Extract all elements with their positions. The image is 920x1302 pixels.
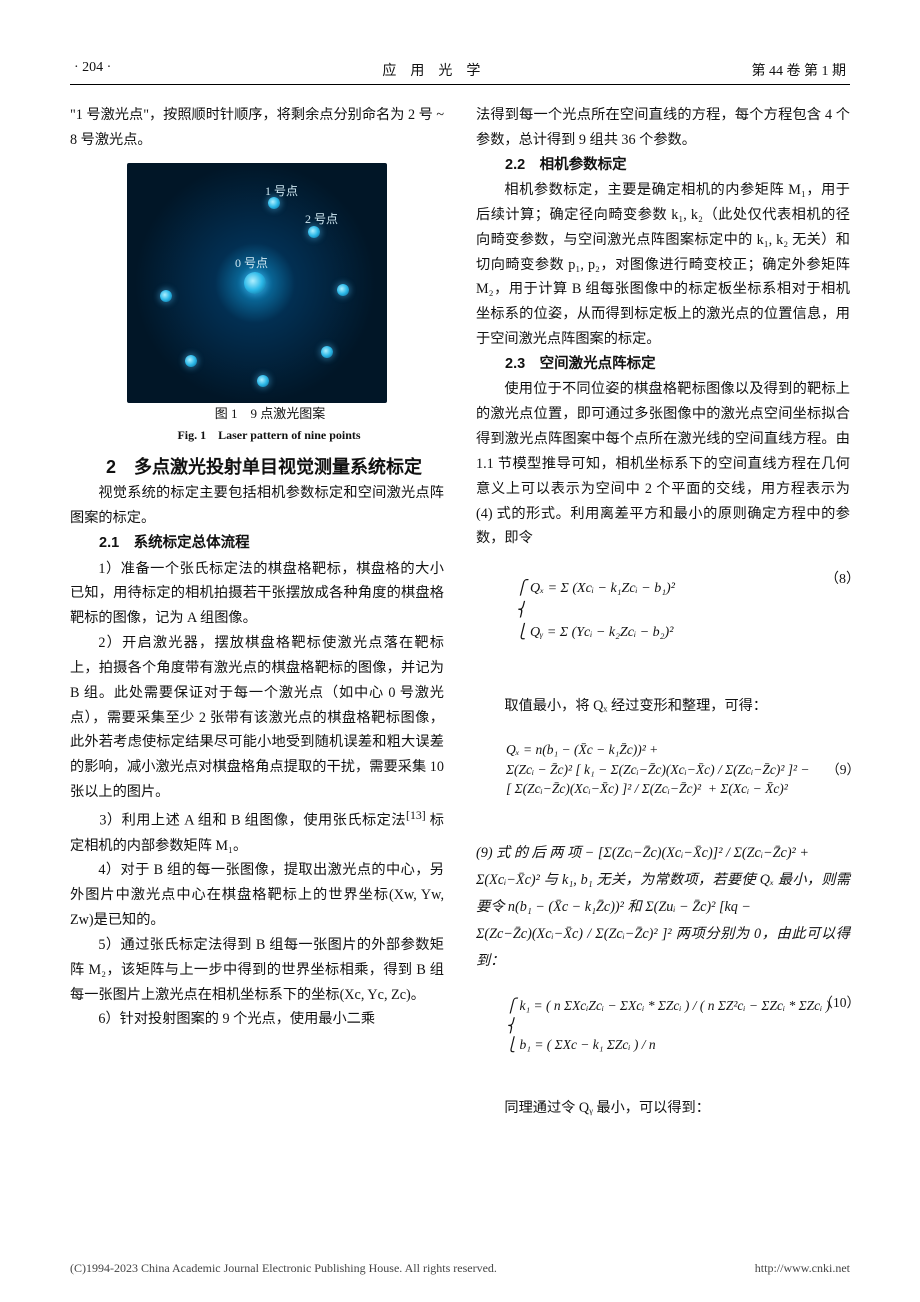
eq10-l1: k₁ = ( n ΣXcᵢZcᵢ − ΣXcᵢ * ΣZcᵢ ) / ( n Σ…: [520, 998, 831, 1013]
equation-10: ⎧ k₁ = ( n ΣXcᵢZcᵢ − ΣXcᵢ * ΣZcᵢ ) / ( n…: [506, 977, 850, 1094]
after-eq9-a: (9) 式 的 后 两 项 − [Σ(Zcᵢ−Z̄c)(Xcᵢ−X̄c)]² /…: [476, 840, 850, 867]
subsection-2-2: 2.2 相机参数标定: [476, 153, 850, 178]
eq10-l2: b₁ = ( ΣXc − k₁ ΣZcᵢ ) / n: [520, 1037, 656, 1052]
eq10-number: （10）: [820, 993, 861, 1013]
footer-url: http://www.cnki.net: [755, 1261, 850, 1276]
eq9-l3: [ Σ(Zcᵢ−Z̄c)(Xcᵢ−X̄c) ]² / Σ(Zcᵢ−Z̄c)² +…: [506, 781, 788, 796]
equation-9: Qₓ = n(b₁ − (X̄c − k₁Z̄c))² + Σ(Zcᵢ − Z̄…: [506, 720, 850, 837]
dot-label-0: 0 号点: [235, 253, 268, 274]
right-cont: 法得到每一个光点所在空间直线的方程，每个方程包含 4 个参数，总计得到 9 组共…: [476, 103, 850, 153]
figure-caption-en: Fig. 1 Laser pattern of nine points: [127, 425, 387, 446]
section-2-intro: 视觉系统的标定主要包括相机参数标定和空间激光点阵图案的标定。: [70, 481, 444, 531]
step-1: 1）准备一个张氏标定法的棋盘格靶标，棋盘格的大小已知，用待标定的相机拍摄若干张摆…: [70, 557, 444, 632]
after9b: Σ(Xcᵢ−X̄c)² 与 k₁, b₁ 无关，为常数项，若要使 Qₓ 最小，则…: [476, 872, 850, 915]
running-header: · 204 · 应 用 光 学 第 44 卷 第 1 期: [70, 60, 850, 85]
eq8-line2: Qᵧ = Σ (Ycᵢ − k₂Zcᵢ − b₂)²: [530, 625, 673, 640]
para-2-2: 相机参数标定，主要是确定相机的内参矩阵 M₁，用于后续计算；确定径向畸变参数 k…: [476, 178, 850, 352]
laser-dot-5: [257, 375, 269, 387]
step-3: 3）利用上述 A 组和 B 组图像，使用张氏标定法[13] 标定相机的内部参数矩…: [70, 805, 444, 858]
eq9-number: （9）: [826, 760, 860, 780]
step-6: 6）针对投射图案的 9 个光点，使用最小二乘: [70, 1007, 444, 1032]
dot-label-1: 1 号点: [265, 181, 298, 202]
step-4: 4）对于 B 组的每一张图像，提取出激光点的中心，另外图片中激光点中心在棋盘格靶…: [70, 858, 444, 933]
after-eq8: 取值最小，将 Qₓ 经过变形和整理，可得：: [476, 694, 850, 719]
subsection-2-1: 2.1 系统标定总体流程: [70, 531, 444, 556]
eq8-number: （8）: [825, 569, 860, 591]
right-column: 法得到每一个光点所在空间直线的方程，每个方程包含 4 个参数，总计得到 9 组共…: [476, 103, 850, 1121]
page-number: · 204 ·: [74, 60, 111, 80]
section-2-title: 2 多点激光投射单目视觉测量系统标定: [70, 454, 444, 481]
after9a: (9) 式 的 后 两 项 − [Σ(Zcᵢ−Z̄c)(Xcᵢ−X̄c)]² /…: [476, 845, 809, 861]
two-column-body: "1 号激光点"，按照顺时针顺序，将剩余点分别命名为 2 号 ~ 8 号激光点。…: [70, 103, 850, 1121]
step-3a: 3）利用上述 A 组和 B 组图像，使用张氏标定法: [99, 813, 406, 829]
eq9-l1: Qₓ = n(b₁ − (X̄c − k₁Z̄c))² +: [506, 742, 658, 757]
paper-page: · 204 · 应 用 光 学 第 44 卷 第 1 期 "1 号激光点"，按照…: [0, 0, 920, 1302]
after9c: Σ(Zc−Z̄c)(Xcᵢ−X̄c) / Σ(Zcᵢ−Z̄c)² ]² 两项分别…: [476, 926, 850, 969]
laser-pattern-image: 0 号点 1 号点 2 号点: [127, 163, 387, 403]
step-2: 2）开启激光器，摆放棋盘格靶标使激光点落在靶标上，拍摄各个角度带有激光点的棋盘格…: [70, 631, 444, 805]
footer-copyright: (C)1994-2023 China Academic Journal Elec…: [70, 1261, 497, 1276]
issue-label: 第 44 卷 第 1 期: [751, 60, 846, 80]
laser-dot-6: [185, 355, 197, 367]
left-intro: "1 号激光点"，按照顺时针顺序，将剩余点分别命名为 2 号 ~ 8 号激光点。: [70, 103, 444, 153]
page-footer: (C)1994-2023 China Academic Journal Elec…: [70, 1261, 850, 1276]
last-line: 同理通过令 Qᵧ 最小，可以得到：: [476, 1096, 850, 1121]
laser-dot-3: [337, 284, 349, 296]
step-5: 5）通过张氏标定法得到 B 组每一张图片的外部参数矩阵 M₂，该矩阵与上一步中得…: [70, 933, 444, 1008]
figure-1: 0 号点 1 号点 2 号点 图 1 9 点激光图案 Fig. 1 Laser …: [127, 163, 387, 447]
subsection-2-3: 2.3 空间激光点阵标定: [476, 352, 850, 377]
after-eq9-b: Σ(Xcᵢ−X̄c)² 与 k₁, b₁ 无关，为常数项，若要使 Qₓ 最小，则…: [476, 867, 850, 921]
dot-label-2: 2 号点: [305, 209, 338, 230]
figure-caption-cn: 图 1 9 点激光图案: [127, 403, 387, 426]
laser-dot-4: [321, 346, 333, 358]
para-2-3: 使用位于不同位姿的棋盘格靶标图像以及得到的靶标上的激光点位置，即可通过多张图像中…: [476, 377, 850, 551]
after-eq9-c: Σ(Zc−Z̄c)(Xcᵢ−X̄c) / Σ(Zcᵢ−Z̄c)² ]² 两项分别…: [476, 921, 850, 975]
eq9-l2: Σ(Zcᵢ − Z̄c)² [ k₁ − Σ(Zcᵢ−Z̄c)(Xcᵢ−X̄c)…: [506, 762, 810, 777]
equation-8: ⎧ Qₓ = Σ (Xcᵢ − k₁Zcᵢ − b₁)² ⎨ ⎩ Qᵧ = Σ …: [516, 555, 850, 689]
journal-title: 应 用 光 学: [382, 60, 480, 80]
laser-dot-0: [244, 272, 266, 294]
laser-dot-7: [160, 290, 172, 302]
left-column: "1 号激光点"，按照顺时针顺序，将剩余点分别命名为 2 号 ~ 8 号激光点。…: [70, 103, 444, 1121]
ref-13: [13]: [406, 808, 426, 822]
eq8-line1: Qₓ = Σ (Xcᵢ − k₁Zcᵢ − b₁)²: [530, 581, 675, 596]
